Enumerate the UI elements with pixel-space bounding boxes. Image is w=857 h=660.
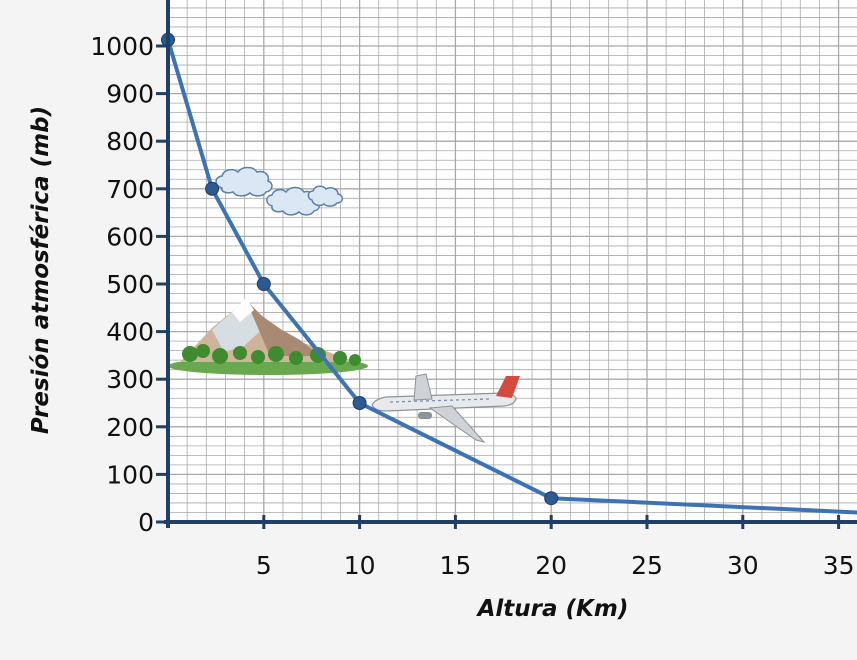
y-tick-label: 300	[106, 365, 154, 394]
x-tick-label: 10	[344, 551, 376, 580]
mountain-icon	[168, 298, 368, 375]
illustrations	[168, 166, 520, 443]
series-line	[166, 39, 857, 515]
y-tick-label: 200	[106, 413, 154, 442]
airplane-icon	[371, 373, 520, 443]
tick-labels: 5 10 15 20 25 30 35 0 100 200 300 400 500 600 700 800 90…	[90, 32, 854, 580]
data-point	[205, 181, 220, 196]
x-tick-label: 30	[727, 551, 759, 580]
data-point	[352, 396, 367, 410]
x-tick-label: 35	[823, 551, 855, 580]
data-point	[544, 491, 559, 506]
y-tick-label: 100	[106, 460, 154, 489]
x-axis-title: Altura (Km)	[476, 596, 629, 622]
y-tick-label: 500	[106, 270, 154, 299]
y-tick-label: 400	[106, 318, 154, 347]
y-tick-label: 600	[106, 222, 154, 251]
y-axis-title: Presión atmosférica (mb)	[28, 106, 54, 434]
cloud-icon	[215, 166, 344, 216]
y-tick-label: 800	[106, 127, 154, 156]
y-tick-label: 900	[106, 80, 154, 109]
x-tick-label: 25	[631, 551, 663, 580]
y-tick-label: 0	[138, 508, 154, 537]
y-tick-label: 700	[106, 175, 154, 204]
x-tick-label: 15	[439, 551, 471, 580]
data-point	[256, 277, 271, 291]
x-tick-label: 5	[256, 551, 272, 580]
y-tick-label: 1000	[90, 32, 154, 61]
x-tick-label: 20	[535, 551, 567, 580]
data-series	[161, 32, 857, 515]
axes	[156, 0, 857, 529]
